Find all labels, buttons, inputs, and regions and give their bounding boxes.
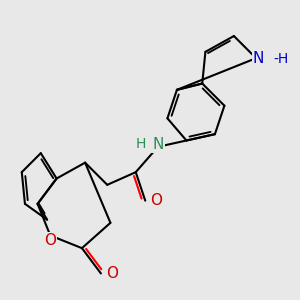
Text: H: H — [135, 137, 146, 151]
Text: -H: -H — [274, 52, 289, 67]
Text: N: N — [253, 51, 264, 66]
Text: O: O — [150, 193, 162, 208]
Text: O: O — [106, 266, 118, 281]
Text: O: O — [44, 233, 56, 248]
Text: N: N — [152, 137, 164, 152]
